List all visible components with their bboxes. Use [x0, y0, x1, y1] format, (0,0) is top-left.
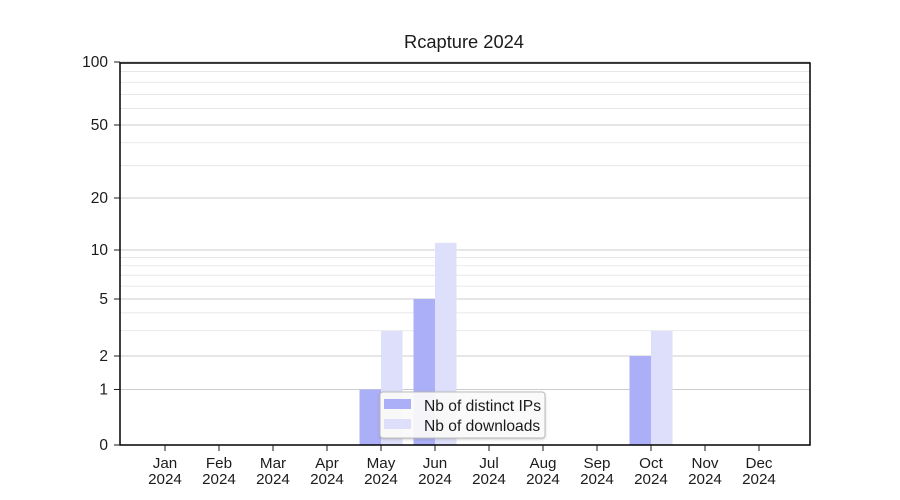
svg-text:2024: 2024 [418, 471, 452, 488]
svg-text:Jul: Jul [479, 455, 498, 472]
svg-text:2024: 2024 [310, 471, 344, 488]
svg-text:Jan: Jan [153, 455, 178, 472]
svg-text:10: 10 [91, 242, 109, 259]
svg-text:Apr: Apr [315, 455, 339, 472]
svg-text:Nov: Nov [691, 455, 718, 472]
svg-text:5: 5 [99, 291, 108, 308]
svg-text:2024: 2024 [580, 471, 614, 488]
svg-text:Mar: Mar [260, 455, 286, 472]
svg-text:Nb of distinct IPs: Nb of distinct IPs [424, 398, 541, 415]
svg-text:2024: 2024 [634, 471, 668, 488]
svg-text:1: 1 [99, 382, 108, 399]
svg-text:Aug: Aug [529, 455, 556, 472]
svg-text:May: May [367, 455, 396, 472]
svg-text:2024: 2024 [148, 471, 182, 488]
svg-text:2024: 2024 [202, 471, 236, 488]
svg-text:2024: 2024 [472, 471, 506, 488]
svg-text:50: 50 [91, 117, 109, 134]
svg-text:Sep: Sep [583, 455, 610, 472]
svg-text:2: 2 [99, 348, 108, 365]
svg-text:Feb: Feb [206, 455, 232, 472]
svg-text:2024: 2024 [688, 471, 722, 488]
svg-text:2024: 2024 [364, 471, 398, 488]
svg-text:Oct: Oct [639, 455, 663, 472]
svg-text:Dec: Dec [745, 455, 772, 472]
svg-text:Jun: Jun [423, 455, 448, 472]
svg-text:2024: 2024 [256, 471, 290, 488]
svg-text:2024: 2024 [742, 471, 776, 488]
svg-text:0: 0 [99, 437, 108, 454]
svg-text:Nb of downloads: Nb of downloads [424, 418, 540, 435]
svg-text:2024: 2024 [526, 471, 560, 488]
svg-text:100: 100 [82, 54, 108, 71]
svg-text:Rcapture 2024: Rcapture 2024 [404, 31, 524, 52]
svg-text:20: 20 [91, 190, 109, 207]
